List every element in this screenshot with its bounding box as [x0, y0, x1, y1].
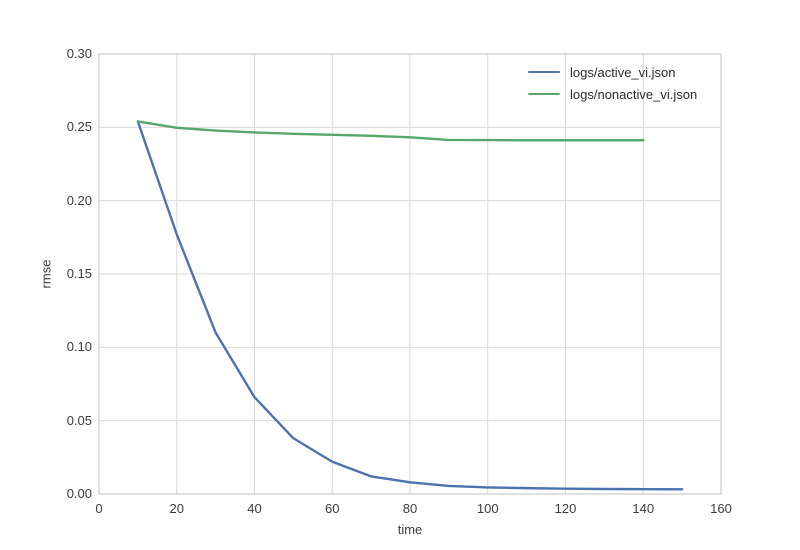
y-tick-label: 0.10: [66, 339, 92, 355]
series-line-1: [136, 120, 645, 142]
x-tick-label: 100: [476, 501, 499, 516]
legend-line-swatch-blue: [528, 70, 560, 74]
y-tick-label: 0.00: [66, 486, 92, 501]
x-tick-label: 140: [632, 501, 655, 516]
x-tick-label: 0: [95, 501, 103, 516]
y-tick-label: 0.30: [66, 46, 92, 61]
y-tick-label: 0.20: [66, 192, 92, 208]
y-tick-label: 0.25: [66, 119, 92, 135]
plot-border: [98, 53, 722, 495]
y-tick-label: 0.05: [66, 412, 92, 428]
x-tick-label: 80: [402, 501, 418, 516]
x-tick-label: 20: [169, 501, 184, 516]
x-tick-label: 120: [554, 501, 577, 516]
y-tick-label: 0.15: [66, 266, 92, 281]
x-tick-label: 40: [247, 501, 262, 516]
legend-item-active-vi: logs/active_vi.json: [528, 61, 697, 83]
legend-item-nonactive-vi: logs/nonactive_vi.json: [528, 83, 697, 105]
x-axis-label: time: [397, 522, 423, 537]
x-tick-label: 60: [325, 501, 340, 516]
legend-label: logs/active_vi.json: [570, 64, 676, 80]
series-line-0: [136, 120, 684, 491]
legend: logs/active_vi.json logs/nonactive_vi.js…: [528, 61, 697, 105]
legend-label: logs/nonactive_vi.json: [570, 86, 698, 102]
x-tick-label: 160: [710, 501, 732, 516]
legend-line-swatch-green: [528, 92, 560, 96]
